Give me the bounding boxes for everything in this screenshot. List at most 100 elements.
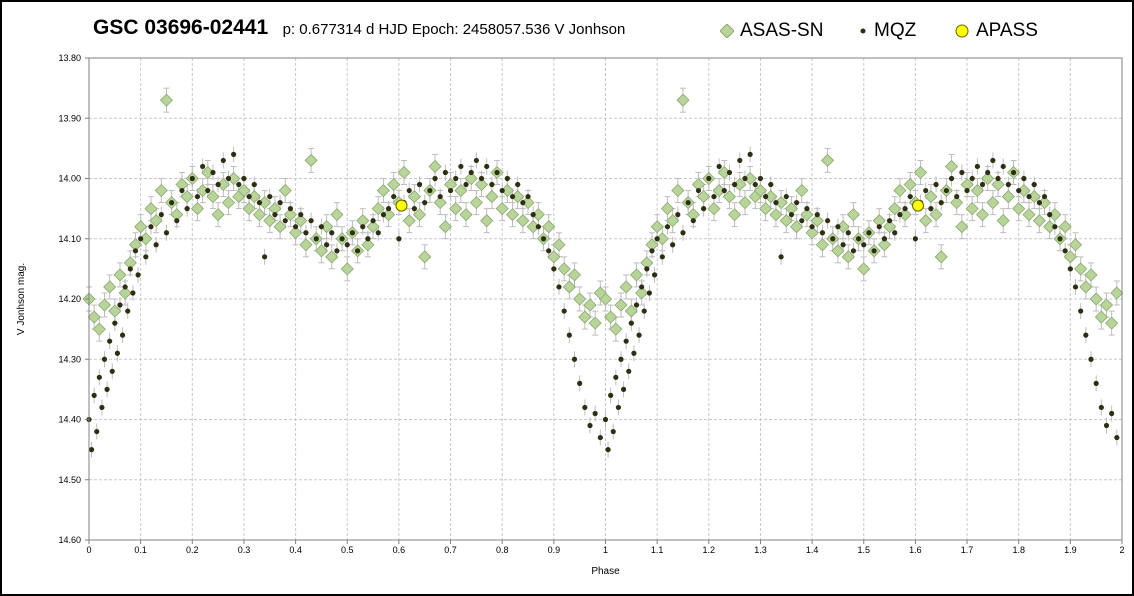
asas-sn-point [697,190,711,204]
mqz-point [1067,266,1073,272]
mqz-point [174,218,180,224]
mqz-point [313,236,319,242]
mqz-point [385,206,392,212]
mqz-point [163,230,170,236]
mqz-point [830,236,836,242]
x-tick-label: 1.1 [651,545,664,555]
asas-sn-point [397,165,411,180]
mqz-point [308,218,314,224]
mqz-point [119,332,126,338]
asas-sn-point [893,183,907,198]
mqz-point [631,350,637,356]
asas-sn-point [134,220,148,234]
mqz-point [1005,181,1011,188]
mqz-point [530,212,536,218]
asas-sn-point [314,244,328,258]
asas-sn-point [180,190,194,204]
asas-sn-point [273,220,287,234]
mqz-point [824,218,831,224]
asas-sn-point [1074,262,1088,276]
mqz-point [778,254,784,260]
x-tick-label: 1 [603,545,608,555]
mqz-point [109,368,115,374]
mqz-point [664,224,671,230]
chart-title: GSC 03696-02441 [93,16,269,39]
asas-sn-point [857,262,871,276]
x-tick-label: 0.2 [186,545,199,555]
asas-sn-point [676,93,690,107]
asas-sn-point [361,238,375,252]
mqz-point [1088,356,1094,362]
mqz-point [881,236,888,242]
mqz-point [1021,175,1027,182]
asas-sn-point [474,177,489,192]
mqz-point [194,193,201,200]
mqz-point [1052,224,1058,230]
asas-sn-point [547,250,561,264]
asas-sn-point [97,298,112,312]
mqz-point [861,242,867,248]
asas-sn-point [103,280,117,294]
asas-sn-point [325,250,339,264]
mqz-point [742,175,748,182]
mqz-point [726,169,733,176]
asas-sn-point [944,159,959,174]
mqz-point [370,218,376,224]
asas-sn-point [252,208,267,222]
asas-sn-point [671,183,685,198]
mqz-point [897,212,903,218]
mqz-point [788,212,795,218]
mqz-point [636,332,642,338]
asas-sn-point [283,208,298,222]
mqz-point [107,338,113,344]
asas-sn-point [821,153,835,167]
mqz-point [613,374,619,380]
x-tick-label: 0.4 [289,545,302,555]
mqz-point [602,416,609,423]
asas-sn-point [438,220,452,234]
mqz-point [499,187,505,194]
asas-sn-point [810,214,824,228]
diamond-icon [720,24,734,38]
mqz-point [99,404,105,411]
mqz-point [620,386,627,392]
mqz-point [272,212,278,218]
asas-sn-point [118,286,132,300]
mqz-point [447,187,454,194]
asas-sn-point [955,220,969,234]
mqz-point [1041,193,1048,200]
mqz-point [1057,236,1063,242]
asas-sn-point [278,183,292,198]
mqz-point [871,248,877,254]
asas-sn-point [588,316,602,330]
chart-subtitle: p: 0.677314 d HJD Epoch: 2458057.536 V J… [282,21,626,38]
x-tick-label: 0.3 [238,545,251,555]
mqz-point [850,248,857,254]
mqz-point [277,200,283,206]
mqz-point [318,224,325,230]
mqz-point [225,175,232,182]
asas-sn-point [1032,214,1046,228]
mqz-point [135,272,141,278]
mqz-point [540,236,547,242]
asas-sn-point [1105,316,1119,330]
mqz-point [422,200,428,206]
mqz-point [716,163,722,170]
mqz-point [189,175,195,182]
mqz-point [1072,284,1079,290]
x-tick-label: 1.4 [806,545,819,555]
mqz-point [783,193,789,200]
mqz-point [747,151,753,157]
mqz-point [535,224,541,230]
mqz-point [623,338,629,344]
asas-sn-point [666,214,680,228]
mqz-point [1031,181,1037,188]
asas-sn-point [480,214,494,228]
asas-sn-point [769,208,783,222]
apass-point [395,199,408,212]
mqz-point [618,356,624,362]
mqz-point [566,332,572,338]
asas-sn-point [929,208,943,222]
asas-sn-point [815,238,829,252]
asas-sn-point [412,208,427,222]
